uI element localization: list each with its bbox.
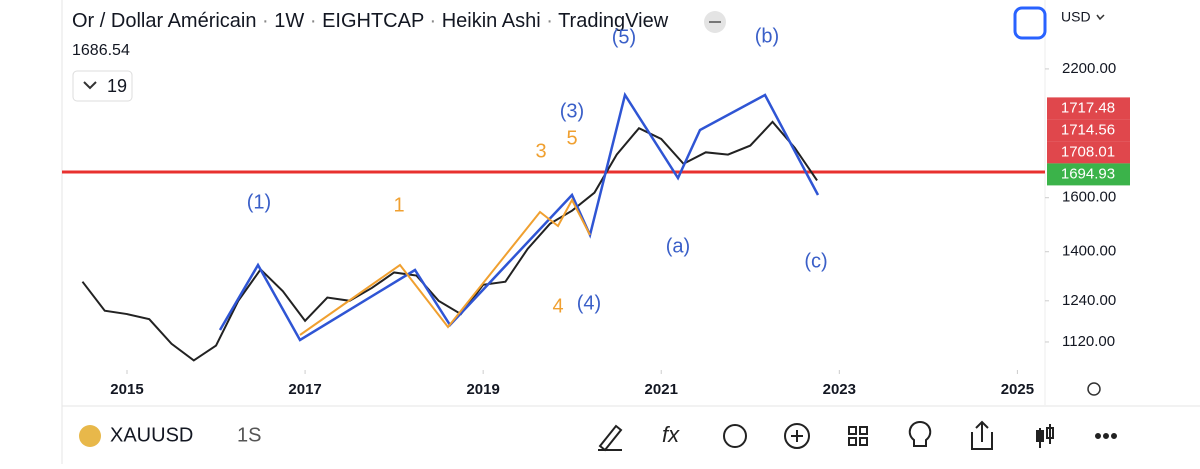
wave-label: (b) [755, 25, 779, 47]
plot [62, 68, 1049, 374]
wave-label: 5 [566, 127, 577, 149]
wave-label: (3) [560, 100, 584, 122]
symbol-icon [79, 425, 101, 447]
price-label: 1714.56 [1061, 121, 1115, 138]
fullscreen-button[interactable] [1013, 6, 1047, 40]
price-label-box [1047, 141, 1130, 164]
wave-label: (a) [666, 235, 690, 257]
x-tick-label: 2015 [110, 381, 143, 398]
price-label-box [1047, 97, 1130, 120]
wave-label: (c) [804, 250, 827, 272]
x-tick-label: 2023 [823, 381, 856, 398]
x-tick-label: 2019 [466, 381, 499, 398]
more-dot [1111, 433, 1117, 439]
indicator-count: 19 [107, 76, 127, 96]
subwave-line [299, 197, 591, 336]
candle-icon [1036, 430, 1044, 442]
more-dot [1103, 433, 1109, 439]
wave-label: 4 [552, 295, 563, 317]
chart-header: Or / Dollar Américain · 1W · EIGHTCAP · … [72, 10, 669, 32]
x-tick-label: 2017 [288, 381, 321, 398]
draw-tool[interactable] [598, 424, 623, 452]
chevron [83, 81, 97, 90]
price-label: 1694.93 [1061, 165, 1115, 182]
x-tick-label: 2025 [1001, 381, 1034, 398]
layout-cell [859, 426, 868, 435]
chart-style: Heikin Ashi [442, 10, 541, 32]
wave-label: (5) [612, 26, 636, 48]
price-label: 1708.01 [1061, 143, 1115, 160]
indicator-toggle[interactable] [72, 70, 133, 102]
settings-button[interactable] [1087, 382, 1101, 396]
wave-label: 3 [535, 140, 546, 162]
price-label-box [1047, 163, 1130, 186]
y-tick-label: 2200.00 [1062, 60, 1116, 77]
add-tool[interactable] [784, 423, 810, 449]
alert-tool[interactable] [723, 424, 747, 448]
exchange: EIGHTCAP [322, 10, 424, 32]
more-tool[interactable] [1095, 433, 1101, 439]
currency-chevron [1096, 14, 1105, 21]
source: TradingView [558, 10, 669, 32]
y-tick-label: 1120.00 [1062, 333, 1115, 350]
ideas-tool[interactable] [908, 420, 932, 447]
toolbar: fx [598, 420, 1117, 452]
layout-cell [848, 437, 857, 446]
y-tick-label: 1600.00 [1062, 189, 1116, 206]
price-label: 1717.48 [1061, 99, 1115, 116]
layout-cell [859, 437, 868, 446]
x-tick-label: 2021 [645, 381, 678, 398]
symbol-title: Or / Dollar Américain [72, 10, 257, 32]
wave-label: (1) [247, 191, 271, 213]
price-label-box [1047, 119, 1130, 142]
wave-label: 1 [393, 194, 404, 216]
indicators-tool[interactable]: fx [662, 422, 680, 447]
y-tick-label: 1400.00 [1062, 243, 1116, 260]
price-line [81, 120, 818, 362]
y-tick-label: 1240.00 [1062, 292, 1116, 309]
last-price: 1686.54 [72, 42, 130, 59]
timeframe[interactable]: 1S [237, 424, 261, 446]
wave-line [218, 91, 820, 342]
layout-tool[interactable] [848, 426, 857, 435]
share-tool[interactable] [971, 420, 993, 450]
wave-label: (4) [577, 292, 601, 314]
add-icon [791, 430, 803, 442]
symbol[interactable]: XAUUSD [110, 424, 193, 446]
currency: USD [1061, 9, 1091, 25]
interval: 1W [274, 10, 304, 32]
candle-icon [1046, 427, 1054, 439]
